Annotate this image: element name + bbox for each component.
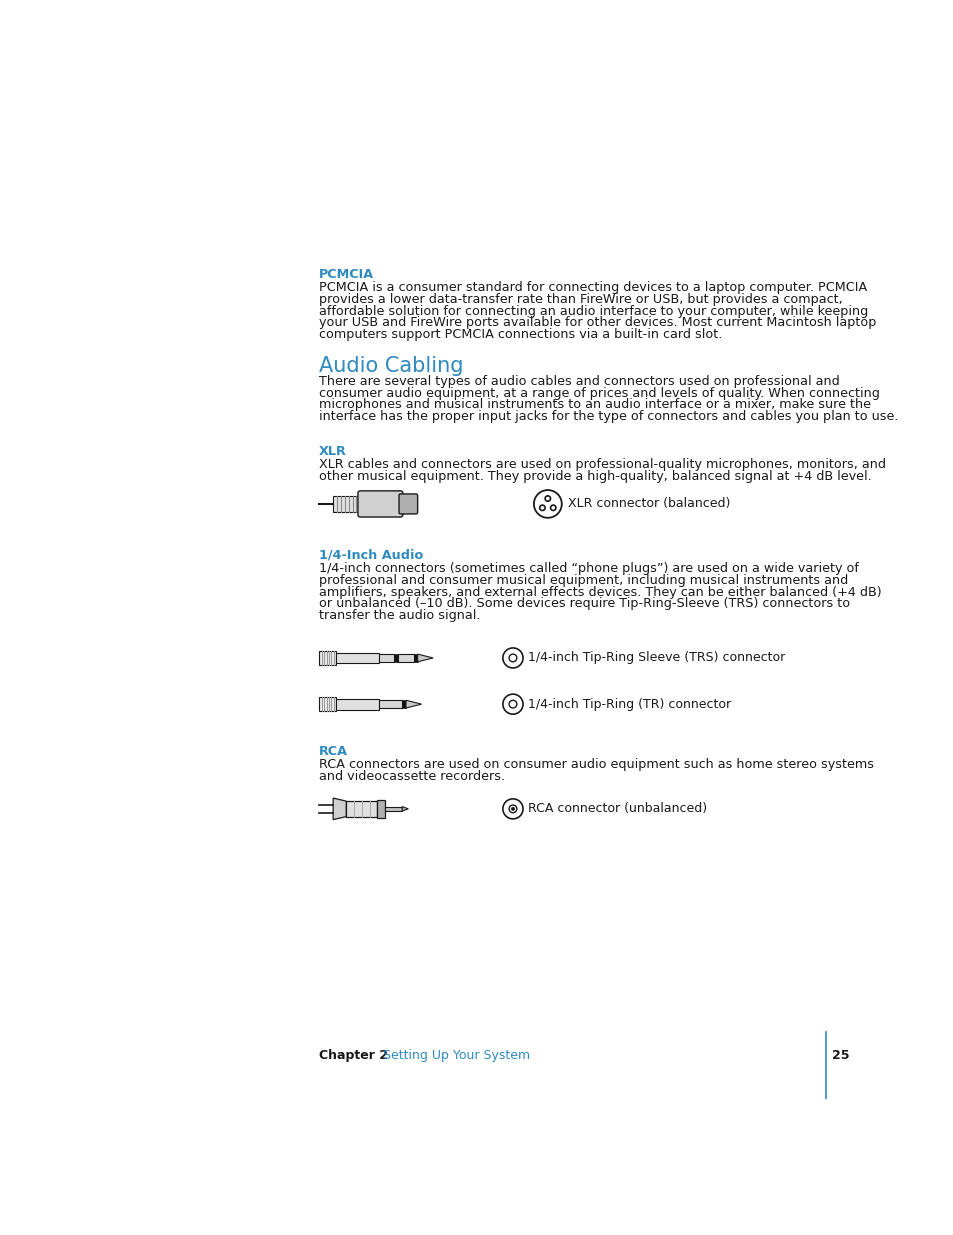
Text: affordable solution for connecting an audio interface to your computer, while ke: affordable solution for connecting an au… bbox=[319, 305, 867, 317]
Circle shape bbox=[511, 808, 514, 810]
Bar bbox=[335, 652, 378, 663]
Text: Chapter 2: Chapter 2 bbox=[319, 1049, 388, 1062]
FancyBboxPatch shape bbox=[357, 490, 402, 517]
Bar bbox=[378, 700, 402, 708]
Text: and videocassette recorders.: and videocassette recorders. bbox=[319, 769, 505, 783]
Polygon shape bbox=[406, 700, 421, 708]
Bar bbox=[414, 655, 417, 662]
Text: PCMCIA is a consumer standard for connecting devices to a laptop computer. PCMCI: PCMCIA is a consumer standard for connec… bbox=[319, 280, 866, 294]
Text: or unbalanced (–10 dB). Some devices require Tip-Ring-Sleeve (TRS) connectors to: or unbalanced (–10 dB). Some devices req… bbox=[319, 598, 849, 610]
Bar bbox=[333, 496, 360, 511]
Text: XLR cables and connectors are used on professional-quality microphones, monitors: XLR cables and connectors are used on pr… bbox=[319, 458, 885, 471]
Text: computers support PCMCIA connections via a built-in card slot.: computers support PCMCIA connections via… bbox=[319, 329, 721, 341]
Text: microphones and musical instruments to an audio interface or a mixer, make sure : microphones and musical instruments to a… bbox=[319, 399, 870, 411]
Text: PCMCIA: PCMCIA bbox=[319, 268, 374, 280]
Text: professional and consumer musical equipment, including musical instruments and: professional and consumer musical equipm… bbox=[319, 573, 847, 587]
Bar bbox=[319, 698, 335, 711]
Bar bbox=[319, 651, 335, 664]
Bar bbox=[394, 655, 397, 662]
Text: other musical equipment. They provide a high-quality, balanced signal at +4 dB l: other musical equipment. They provide a … bbox=[319, 469, 871, 483]
Bar bbox=[402, 700, 406, 708]
Text: Setting Up Your System: Setting Up Your System bbox=[375, 1049, 530, 1062]
Text: interface has the proper input jacks for the type of connectors and cables you p: interface has the proper input jacks for… bbox=[319, 410, 898, 424]
Text: provides a lower data-transfer rate than FireWire or USB, but provides a compact: provides a lower data-transfer rate than… bbox=[319, 293, 842, 305]
Bar bbox=[377, 799, 385, 818]
Text: RCA connector (unbalanced): RCA connector (unbalanced) bbox=[528, 803, 707, 815]
Text: 1/4-inch connectors (sometimes called “phone plugs”) are used on a wide variety : 1/4-inch connectors (sometimes called “p… bbox=[319, 562, 858, 574]
Text: amplifiers, speakers, and external effects devices. They can be either balanced : amplifiers, speakers, and external effec… bbox=[319, 585, 881, 599]
Text: your USB and FireWire ports available for other devices. Most current Macintosh : your USB and FireWire ports available fo… bbox=[319, 316, 876, 330]
FancyBboxPatch shape bbox=[398, 494, 417, 514]
Text: RCA: RCA bbox=[319, 745, 348, 758]
Text: XLR: XLR bbox=[319, 445, 347, 458]
Bar bbox=[385, 806, 402, 811]
Polygon shape bbox=[402, 806, 408, 811]
Text: XLR connector (balanced): XLR connector (balanced) bbox=[567, 498, 730, 510]
Text: 1/4-Inch Audio: 1/4-Inch Audio bbox=[319, 548, 423, 562]
Text: 25: 25 bbox=[831, 1049, 849, 1062]
Text: 1/4-inch Tip-Ring Sleeve (TRS) connector: 1/4-inch Tip-Ring Sleeve (TRS) connector bbox=[528, 651, 785, 664]
Polygon shape bbox=[333, 798, 346, 820]
Text: 1/4-inch Tip-Ring (TR) connector: 1/4-inch Tip-Ring (TR) connector bbox=[528, 698, 731, 710]
Bar bbox=[378, 655, 394, 662]
Text: There are several types of audio cables and connectors used on professional and: There are several types of audio cables … bbox=[319, 374, 839, 388]
Polygon shape bbox=[417, 655, 433, 662]
Bar bbox=[346, 802, 377, 816]
Bar bbox=[335, 699, 378, 710]
Text: Audio Cabling: Audio Cabling bbox=[319, 356, 463, 377]
Text: RCA connectors are used on consumer audio equipment such as home stereo systems: RCA connectors are used on consumer audi… bbox=[319, 758, 873, 771]
Text: consumer audio equipment, at a range of prices and levels of quality. When conne: consumer audio equipment, at a range of … bbox=[319, 387, 880, 399]
Bar bbox=[397, 655, 414, 662]
Text: transfer the audio signal.: transfer the audio signal. bbox=[319, 609, 480, 622]
